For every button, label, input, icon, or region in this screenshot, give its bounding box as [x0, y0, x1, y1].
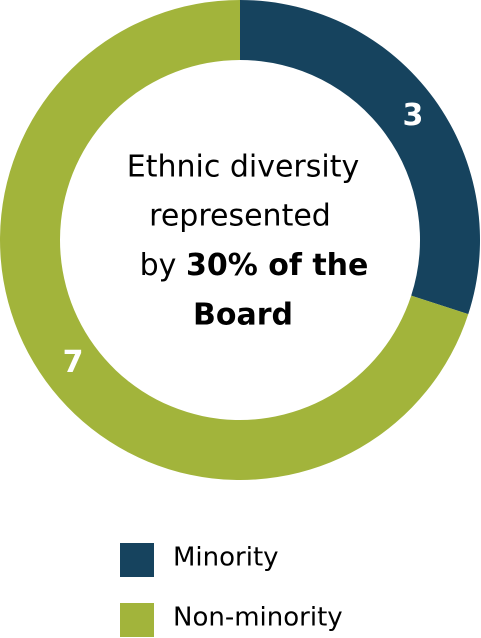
legend-swatch — [120, 603, 154, 637]
legend-label: Minority — [173, 543, 279, 573]
value-label: 3 — [402, 98, 423, 133]
legend-label: Non-minority — [173, 603, 343, 633]
center-line: Ethnic diversity — [127, 150, 360, 185]
center-word: by — [140, 248, 177, 283]
center-text: Ethnic diversity represented by 30% of t… — [127, 150, 369, 333]
center-line: by 30% of the — [140, 248, 369, 283]
center-emphasis: 30% of the — [186, 248, 368, 283]
center-line: represented — [149, 199, 331, 234]
donut-segment — [240, 0, 480, 315]
value-label: 7 — [63, 345, 84, 380]
legend-swatch — [120, 543, 154, 577]
center-emphasis: Board — [193, 298, 293, 333]
